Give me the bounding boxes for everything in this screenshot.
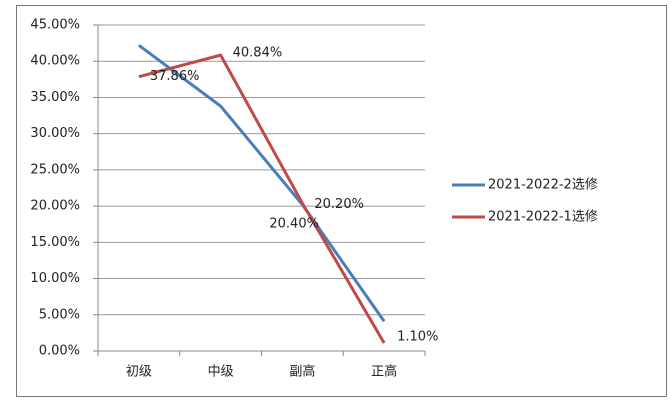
- legend-label: 2021-2022-1选修: [488, 210, 598, 225]
- y-tick-label: 10.00%: [30, 271, 80, 286]
- x-tick-label: 中级: [208, 365, 234, 380]
- data-label: 20.20%: [314, 197, 364, 212]
- y-tick-label: 35.00%: [30, 90, 80, 105]
- y-tick-label: 40.00%: [30, 54, 80, 69]
- y-tick-label: 25.00%: [30, 162, 80, 177]
- data-label: 40.84%: [233, 46, 283, 61]
- chart-border: [16, 5, 667, 397]
- series-line: [137, 44, 386, 323]
- data-label: 37.86%: [150, 69, 200, 84]
- data-label: 1.10%: [397, 330, 438, 345]
- y-tick-label: 30.00%: [30, 126, 80, 141]
- y-tick-label: 15.00%: [30, 235, 80, 250]
- x-tick-label: 副高: [289, 364, 315, 380]
- data-label: 20.40%: [269, 217, 319, 232]
- y-tick-label: 5.00%: [39, 307, 80, 322]
- x-tick-label: 正高: [371, 364, 397, 380]
- y-tick-label: 0.00%: [39, 344, 80, 359]
- legend-label: 2021-2022-2选修: [488, 178, 598, 193]
- y-tick-label: 20.00%: [30, 199, 80, 214]
- series-line: [138, 53, 386, 344]
- x-tick-label: 初级: [126, 365, 152, 380]
- y-tick-label: 45.00%: [30, 18, 80, 33]
